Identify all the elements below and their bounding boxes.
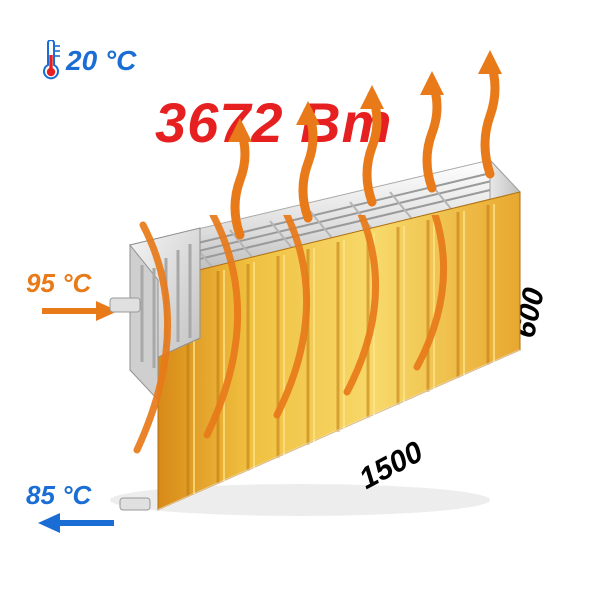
room-temperature-value: 20 °C — [66, 45, 136, 77]
thermometer-icon — [40, 40, 62, 82]
radiator-infographic: 20 °C 3672 Вт 95 °C 85 °C 1500 600 — [0, 0, 600, 600]
power-output: 3672 Вт — [155, 90, 392, 155]
room-temperature: 20 °C — [40, 40, 136, 82]
radiator-body — [60, 150, 530, 530]
